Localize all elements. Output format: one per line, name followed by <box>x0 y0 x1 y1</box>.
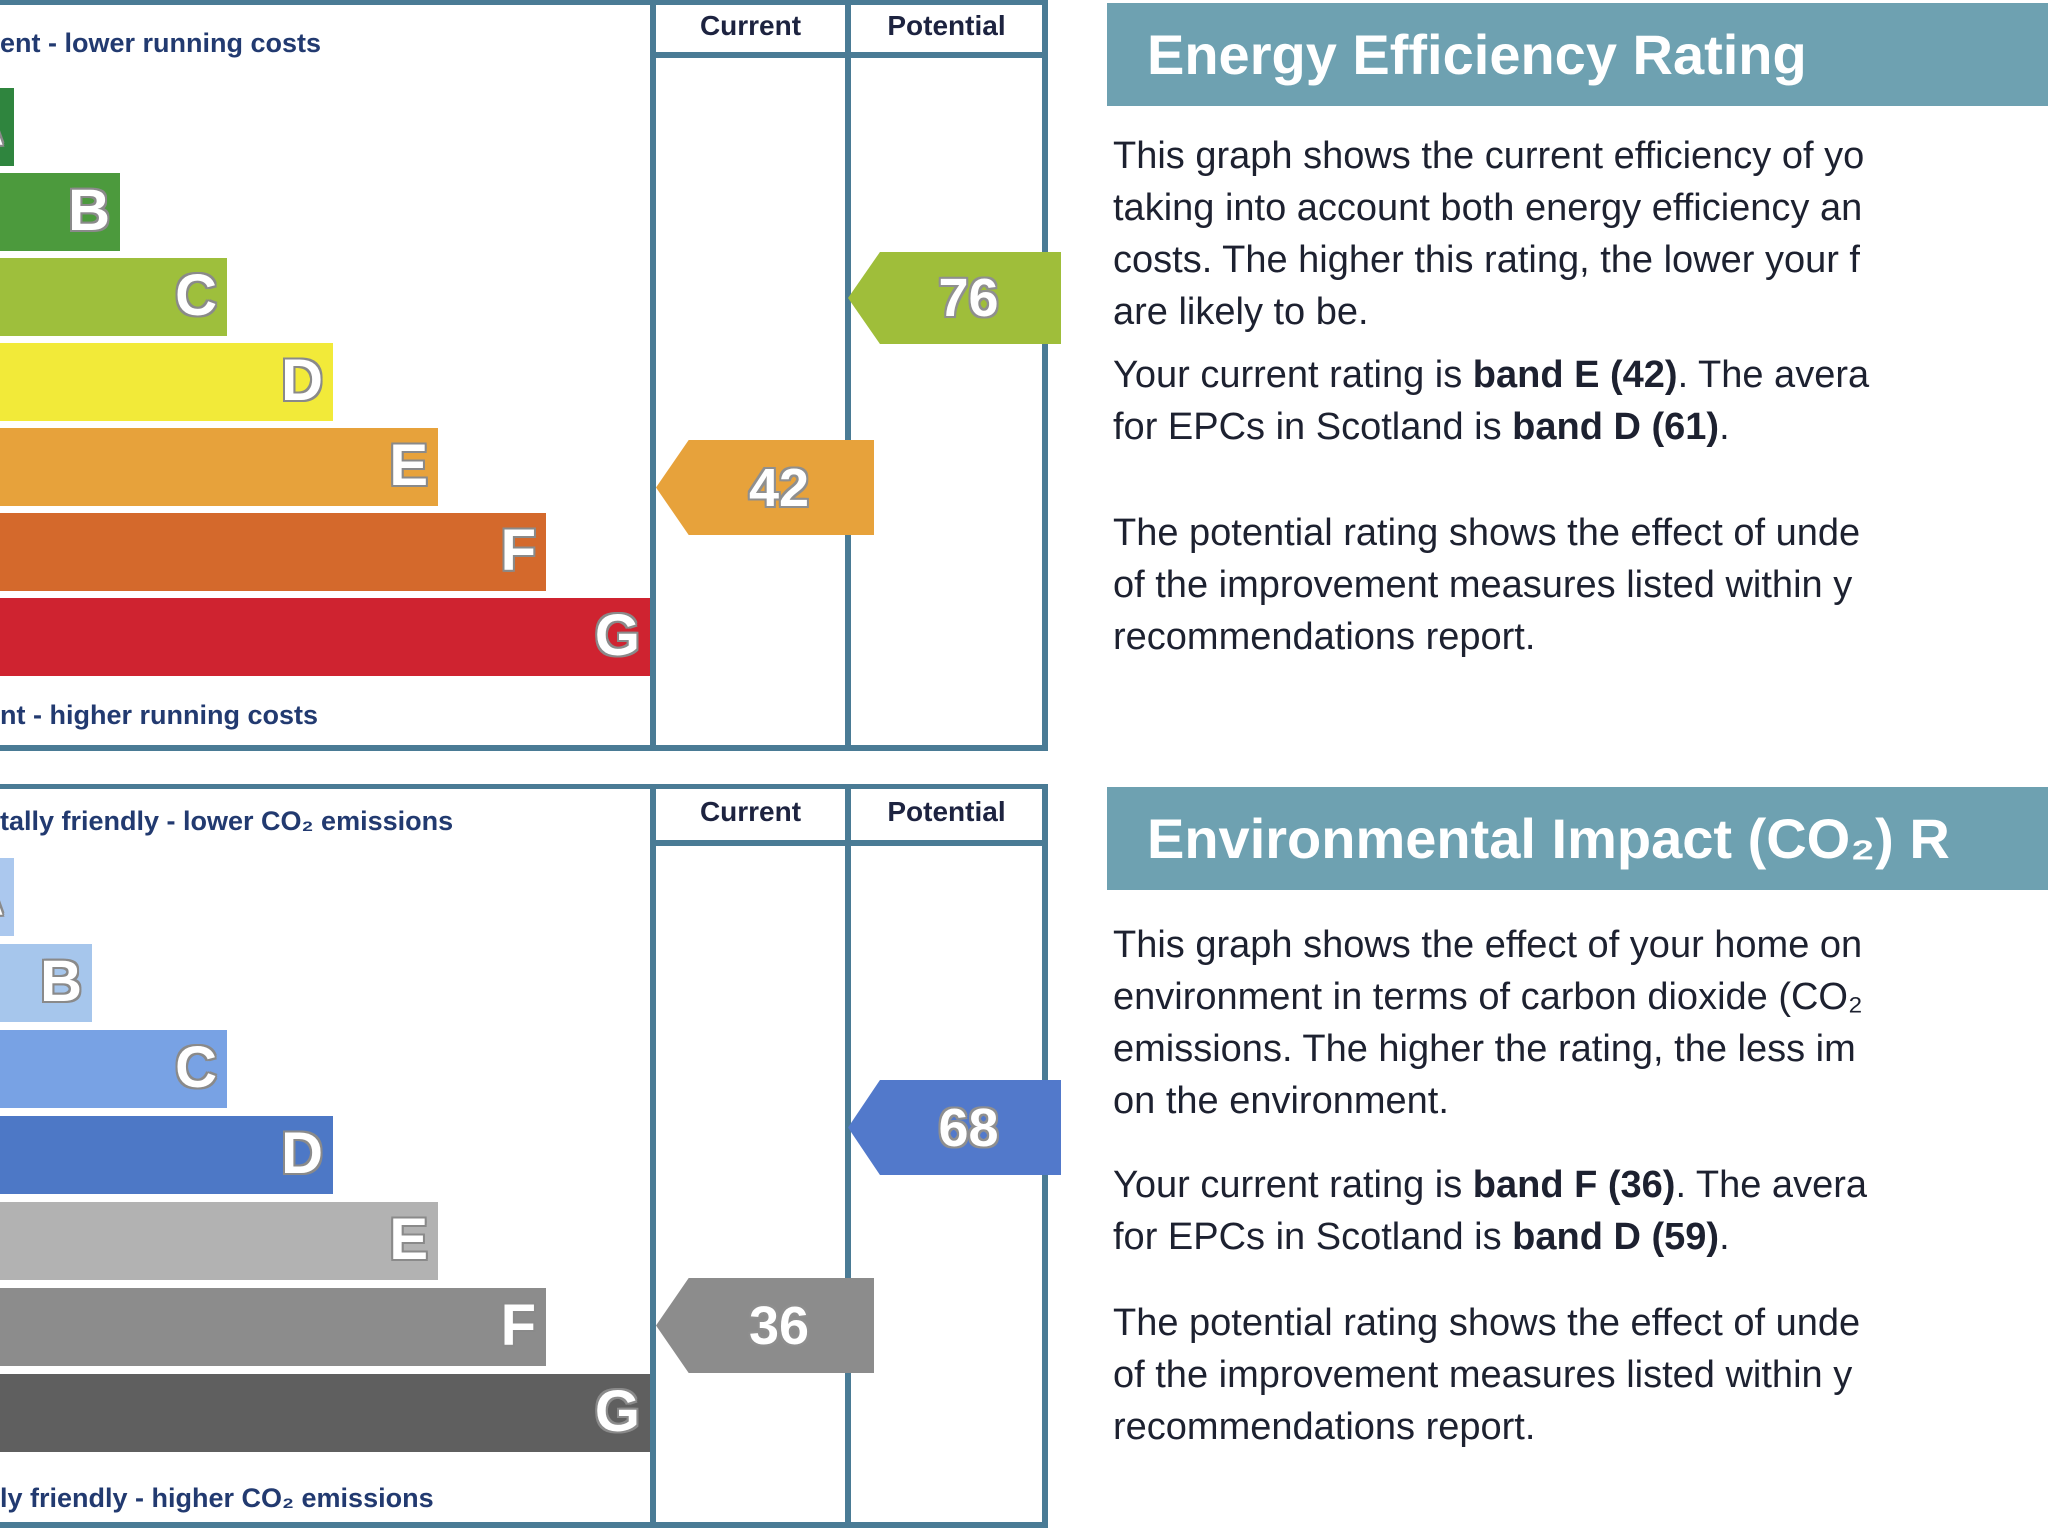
potential-rating-value: 68 <box>938 1097 999 1158</box>
band-f: F <box>0 513 546 591</box>
average-band-bold: band D (59) <box>1512 1216 1720 1258</box>
column-divider <box>845 784 851 1528</box>
band-letter: D <box>281 347 323 413</box>
band-f: F <box>0 1288 546 1366</box>
text-run: for EPCs in Scotland is <box>1113 406 1513 448</box>
band-c: C <box>0 258 227 336</box>
text-run: Your current rating is <box>1113 354 1473 396</box>
band-letter: C <box>175 262 217 328</box>
paragraph-line: Your current rating is band F (36). The … <box>1113 1162 2048 1208</box>
current-rating-arrow: 42 <box>656 440 874 535</box>
header-underline <box>650 52 1048 58</box>
band-letter: E <box>389 1206 428 1272</box>
band-letter: F <box>500 517 536 583</box>
text-run: Your current rating is <box>1113 1164 1473 1206</box>
chart-caption-top: tally friendly - lower CO₂ emissions <box>0 806 454 836</box>
band-g: G <box>0 1374 650 1452</box>
band-letter: C <box>175 1034 217 1100</box>
paragraph-line: environment in terms of carbon dioxide (… <box>1113 976 1863 1018</box>
current-rating-arrow: 36 <box>656 1278 874 1373</box>
average-band-bold: band D (61) <box>1512 406 1720 448</box>
table-border-top <box>0 784 1048 789</box>
current-band-bold: band E (42) <box>1472 354 1678 396</box>
band-d: D <box>0 1116 333 1194</box>
paragraph-line: are likely to be. <box>1113 291 1369 333</box>
text-run: . The avera <box>1677 354 1870 396</box>
table-border-bottom <box>0 1522 1048 1528</box>
column-divider <box>650 0 656 751</box>
column-divider <box>845 0 851 751</box>
paragraph-line: of the improvement measures listed withi… <box>1113 1354 1853 1396</box>
table-border-right <box>1042 0 1048 751</box>
band-e: E <box>0 1202 438 1280</box>
paragraph-line: taking into account both energy efficien… <box>1113 187 1863 229</box>
band-b: B <box>0 173 120 251</box>
paragraph-line: The potential rating shows the effect of… <box>1113 1302 1861 1344</box>
paragraph-line: recommendations report. <box>1113 1406 1536 1448</box>
paragraph-line: recommendations report. <box>1113 616 1536 658</box>
paragraph-line: This graph shows the current efficiency … <box>1113 135 1865 177</box>
paragraph-line: of the improvement measures listed withi… <box>1113 564 1853 606</box>
column-divider <box>650 784 656 1528</box>
potential-rating-value: 76 <box>938 268 999 328</box>
paragraph-line: for EPCs in Scotland is band D (59). <box>1113 1214 2048 1260</box>
band-letter: A <box>0 96 4 155</box>
band-c: C <box>0 1030 227 1108</box>
paragraph-line: emissions. The higher the rating, the le… <box>1113 1028 1856 1070</box>
table-border-bottom <box>0 745 1048 751</box>
current-rating-value: 42 <box>748 457 810 518</box>
band-letter: E <box>389 432 428 498</box>
text-run: for EPCs in Scotland is <box>1113 1216 1513 1258</box>
section-title: Energy Efficiency Rating <box>1107 3 2048 106</box>
current-column-header: Current <box>699 796 802 827</box>
text-run: . <box>1719 1216 1730 1258</box>
paragraph-line: for EPCs in Scotland is band D (61). <box>1113 404 2048 450</box>
text-run: . The avera <box>1675 1164 1867 1206</box>
chart-caption-top: ent - lower running costs <box>0 28 322 58</box>
text-run: . <box>1719 406 1730 448</box>
potential-column-header: Potential <box>887 10 1006 41</box>
band-letter: G <box>594 602 640 668</box>
paragraph-line: on the environment. <box>1113 1080 1449 1122</box>
paragraph-line: The potential rating shows the effect of… <box>1113 512 1861 554</box>
current-band-bold: band F (36) <box>1472 1164 1676 1206</box>
chart-caption-bottom: nt - higher running costs <box>0 700 318 730</box>
current-rating-value: 36 <box>748 1295 810 1356</box>
header-underline <box>650 840 1048 846</box>
paragraph-line: This graph shows the effect of your home… <box>1113 924 1863 966</box>
band-letter: G <box>594 1378 640 1444</box>
band-letter: B <box>40 948 82 1014</box>
band-e: E <box>0 428 438 506</box>
band-letter: F <box>500 1292 536 1358</box>
band-a: A <box>0 858 14 936</box>
band-g: G <box>0 598 650 676</box>
section-title: Environmental Impact (CO₂) R <box>1107 787 2048 890</box>
paragraph-line: costs. The higher this rating, the lower… <box>1113 239 1860 281</box>
chart-caption-bottom: ly friendly - higher CO₂ emissions <box>0 1483 434 1513</box>
current-column-header: Current <box>699 10 802 41</box>
table-border-top <box>0 0 1048 5</box>
band-letter: D <box>281 1120 323 1186</box>
band-letter: B <box>68 177 110 243</box>
band-letter: A <box>0 866 4 925</box>
potential-column-header: Potential <box>887 796 1006 827</box>
potential-rating-arrow: 68 <box>848 1080 1061 1175</box>
paragraph-line: Your current rating is band E (42). The … <box>1113 352 2048 398</box>
band-a: A <box>0 88 14 166</box>
band-b: B <box>0 944 92 1022</box>
potential-rating-arrow: 76 <box>848 252 1061 344</box>
band-d: D <box>0 343 333 421</box>
